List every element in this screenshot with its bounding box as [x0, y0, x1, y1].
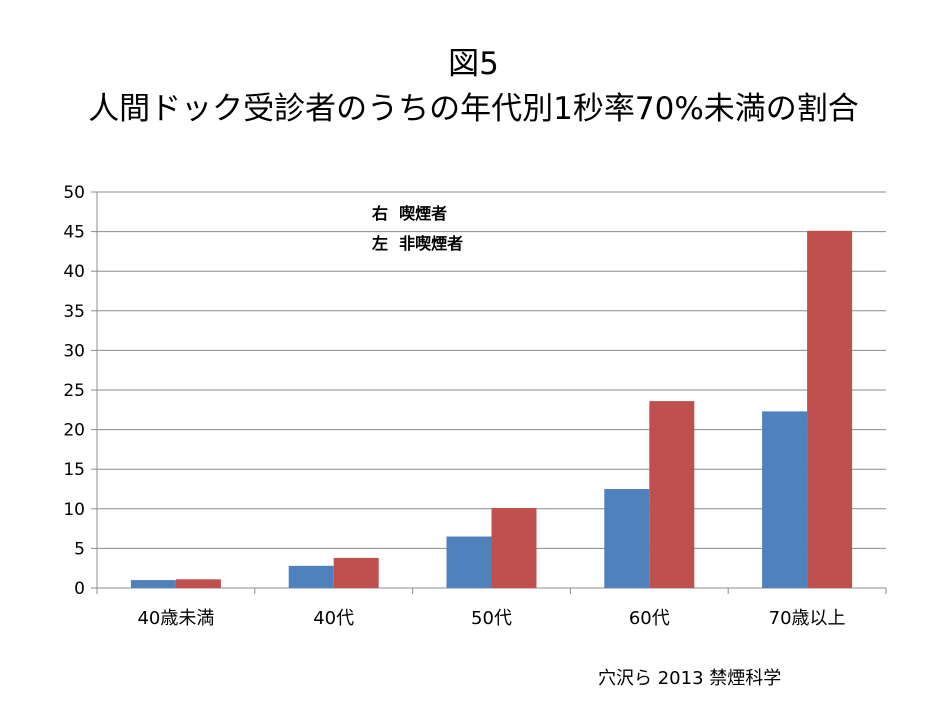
chart-title-line2: 人間ドック受診者のうちの年代別1秒率70%未満の割合: [88, 91, 859, 127]
y-tick-label: 35: [63, 302, 85, 322]
y-tick-label: 45: [63, 223, 85, 243]
y-tick-label: 10: [63, 500, 85, 520]
x-tick-label: 60代: [629, 608, 670, 629]
bar-smoker: [649, 401, 695, 588]
bar-smoker: [333, 557, 379, 588]
bar-nonsmoker: [288, 565, 334, 588]
source-citation: 穴沢ら 2013 禁煙科学: [598, 668, 782, 689]
bar-smoker: [491, 508, 537, 588]
bar-nonsmoker: [604, 489, 650, 588]
annotation-right-smoker: 右 喫煙者: [372, 204, 448, 223]
y-tick-label: 0: [74, 579, 85, 599]
bar-smoker: [175, 579, 221, 588]
y-tick-label: 50: [63, 183, 85, 203]
y-tick-label: 30: [63, 341, 85, 361]
chart-title-line1: 図5: [448, 46, 499, 82]
x-tick-label: 40代: [313, 608, 354, 629]
y-tick-label: 25: [63, 381, 85, 401]
y-tick-label: 5: [74, 539, 85, 559]
y-tick-label: 15: [63, 460, 85, 480]
annotation-left-nonsmoker: 左 非喫煙者: [372, 234, 464, 253]
y-tick-label: 40: [63, 262, 85, 282]
x-tick-label: 50代: [471, 608, 512, 629]
bar-nonsmoker: [762, 411, 808, 588]
x-tick-label: 70歳以上: [769, 608, 846, 629]
bar-nonsmoker: [446, 536, 492, 588]
x-tick-label: 40歳未満: [137, 608, 214, 629]
bar-smoker: [807, 230, 853, 589]
bar-nonsmoker: [130, 580, 176, 588]
y-tick-label: 20: [63, 421, 85, 441]
